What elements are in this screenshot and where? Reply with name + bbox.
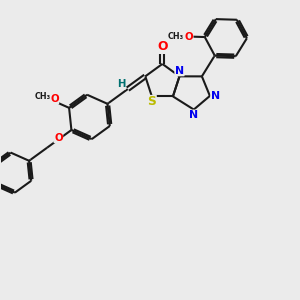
Text: O: O bbox=[54, 133, 63, 142]
Text: N: N bbox=[189, 110, 198, 120]
Text: H: H bbox=[117, 80, 125, 89]
Text: CH₃: CH₃ bbox=[34, 92, 51, 100]
Text: N: N bbox=[175, 66, 184, 76]
Text: O: O bbox=[50, 94, 59, 104]
Text: N: N bbox=[211, 91, 220, 101]
Text: O: O bbox=[157, 40, 168, 53]
Text: CH₃: CH₃ bbox=[168, 32, 184, 41]
Text: S: S bbox=[148, 95, 156, 109]
Text: O: O bbox=[184, 32, 193, 41]
